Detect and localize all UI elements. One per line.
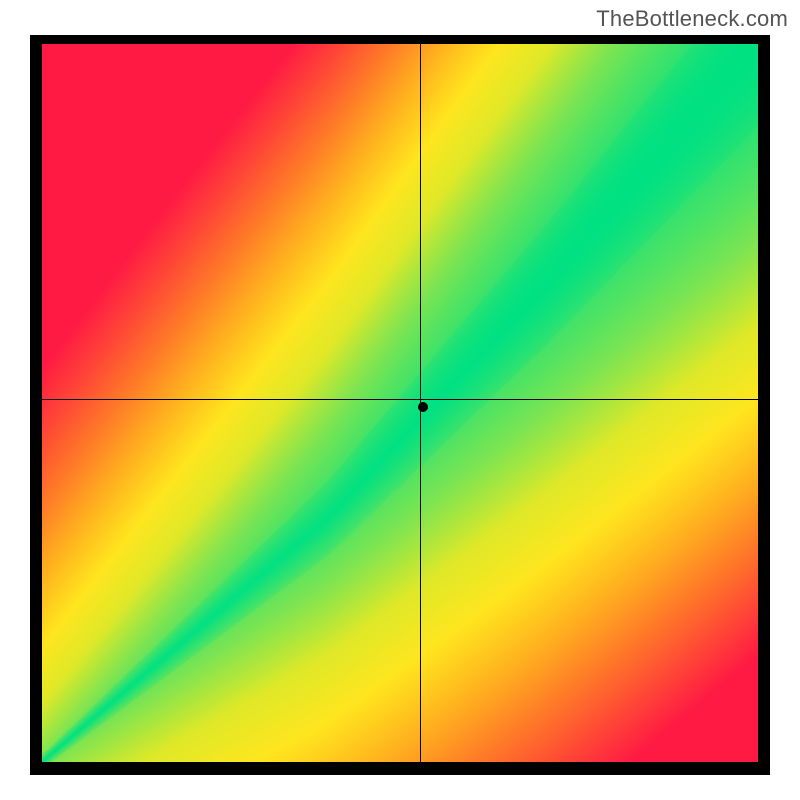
plot-area xyxy=(42,44,758,762)
bottleneck-heatmap xyxy=(42,44,758,762)
watermark-text: TheBottleneck.com xyxy=(596,6,788,32)
plot-outer-frame xyxy=(30,35,770,775)
chart-container: TheBottleneck.com xyxy=(0,0,800,800)
